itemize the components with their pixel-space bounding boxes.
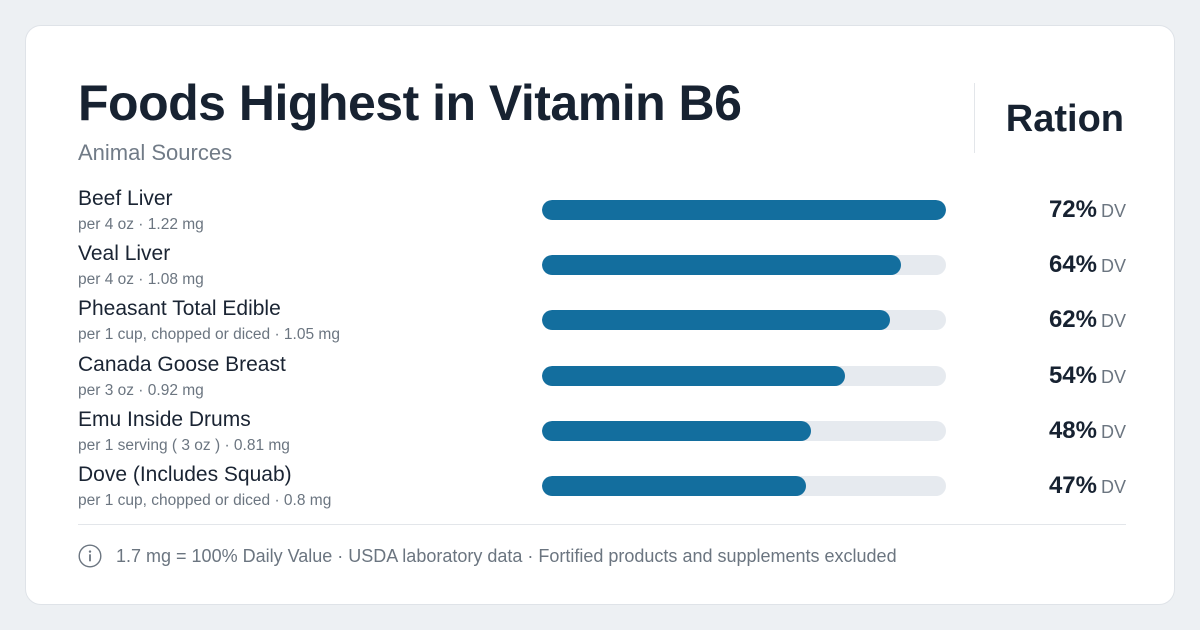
value-label: 72% DV <box>1049 196 1126 224</box>
percent-value: 54% <box>1048 361 1097 389</box>
percent-value: 62% <box>1048 306 1097 334</box>
chart-row: Canada Goose Breast per 3 oz · 0.92 mg 54%… <box>78 352 1126 407</box>
chart-row: Beef Liver per 4 oz · 1.22 mg 72% DV <box>78 186 1126 241</box>
bar-fill <box>542 255 902 276</box>
percent-value: 48% <box>1048 416 1097 444</box>
bar-fill <box>542 310 890 331</box>
bar-fill <box>542 200 946 220</box>
percent-value: 47% <box>1048 471 1097 499</box>
bar-fill <box>542 475 806 496</box>
serving-label: per 1 cup, chopped or diced · 0.8 mg <box>78 491 332 509</box>
serving-label: per 4 oz · 1.08 mg <box>78 271 204 289</box>
dv-unit-label: DV <box>1100 256 1126 277</box>
chart-card: Foods Highest in Vitamin B6 Animal Sourc… <box>25 25 1175 605</box>
brand-divider <box>974 83 975 153</box>
dv-unit-label: DV <box>1100 366 1126 387</box>
food-name-label: Pheasant Total Edible <box>78 297 281 321</box>
bar-fill <box>542 420 812 441</box>
food-name-label: Canada Goose Breast <box>78 352 286 376</box>
bar-track <box>542 200 946 220</box>
brand-logo: Ration <box>1005 98 1124 140</box>
dv-unit-label: DV <box>1100 476 1126 497</box>
bar-track <box>542 475 946 496</box>
value-label: 54% DV <box>1049 362 1126 390</box>
serving-label: per 1 serving ( 3 oz ) · 0.81 mg <box>78 436 290 454</box>
dv-unit-label: DV <box>1100 421 1126 442</box>
percent-value: 64% <box>1048 251 1097 279</box>
value-label: 47% DV <box>1049 472 1126 500</box>
bar-track <box>542 420 946 441</box>
bar-fill <box>542 365 845 386</box>
bar-track <box>542 365 946 386</box>
dv-unit-label: DV <box>1100 201 1126 221</box>
chart-row: Pheasant Total Edible per 1 cup, chopped … <box>78 296 1126 351</box>
food-name-label: Beef Liver <box>78 187 173 210</box>
bar-track <box>542 255 946 276</box>
food-name-label: Dove (Includes Squab) <box>78 462 292 486</box>
footnote: 1.7 mg = 100% Daily Value · USDA laborat… <box>116 546 897 566</box>
serving-label: per 3 oz · 0.92 mg <box>78 381 204 399</box>
dv-unit-label: DV <box>1100 311 1126 332</box>
percent-value: 72% <box>1048 196 1097 223</box>
chart-row: Emu Inside Drums per 1 serving ( 3 oz ) ·… <box>78 407 1126 462</box>
serving-label: per 1 cup, chopped or diced · 1.05 mg <box>78 326 340 344</box>
serving-label: per 4 oz · 1.22 mg <box>78 216 204 233</box>
info-icon <box>78 544 102 568</box>
food-name-label: Emu Inside Drums <box>78 407 251 431</box>
value-label: 64% DV <box>1049 251 1126 279</box>
chart-row: Veal Liver per 4 oz · 1.08 mg 64% DV <box>78 241 1126 296</box>
food-name-label: Veal Liver <box>78 242 171 266</box>
footer-divider <box>78 524 1126 525</box>
bar-track <box>542 310 946 331</box>
value-label: 48% DV <box>1049 417 1126 445</box>
chart-row: Dove (Includes Squab) per 1 cup, chopped … <box>78 462 1126 517</box>
page-subtitle: Animal Sources <box>78 140 233 165</box>
page-title: Foods Highest in Vitamin B6 <box>78 75 742 131</box>
bar-chart: Beef Liver per 4 oz · 1.22 mg 72% DV Veal Li… <box>78 186 1126 517</box>
value-label: 62% DV <box>1049 306 1126 334</box>
